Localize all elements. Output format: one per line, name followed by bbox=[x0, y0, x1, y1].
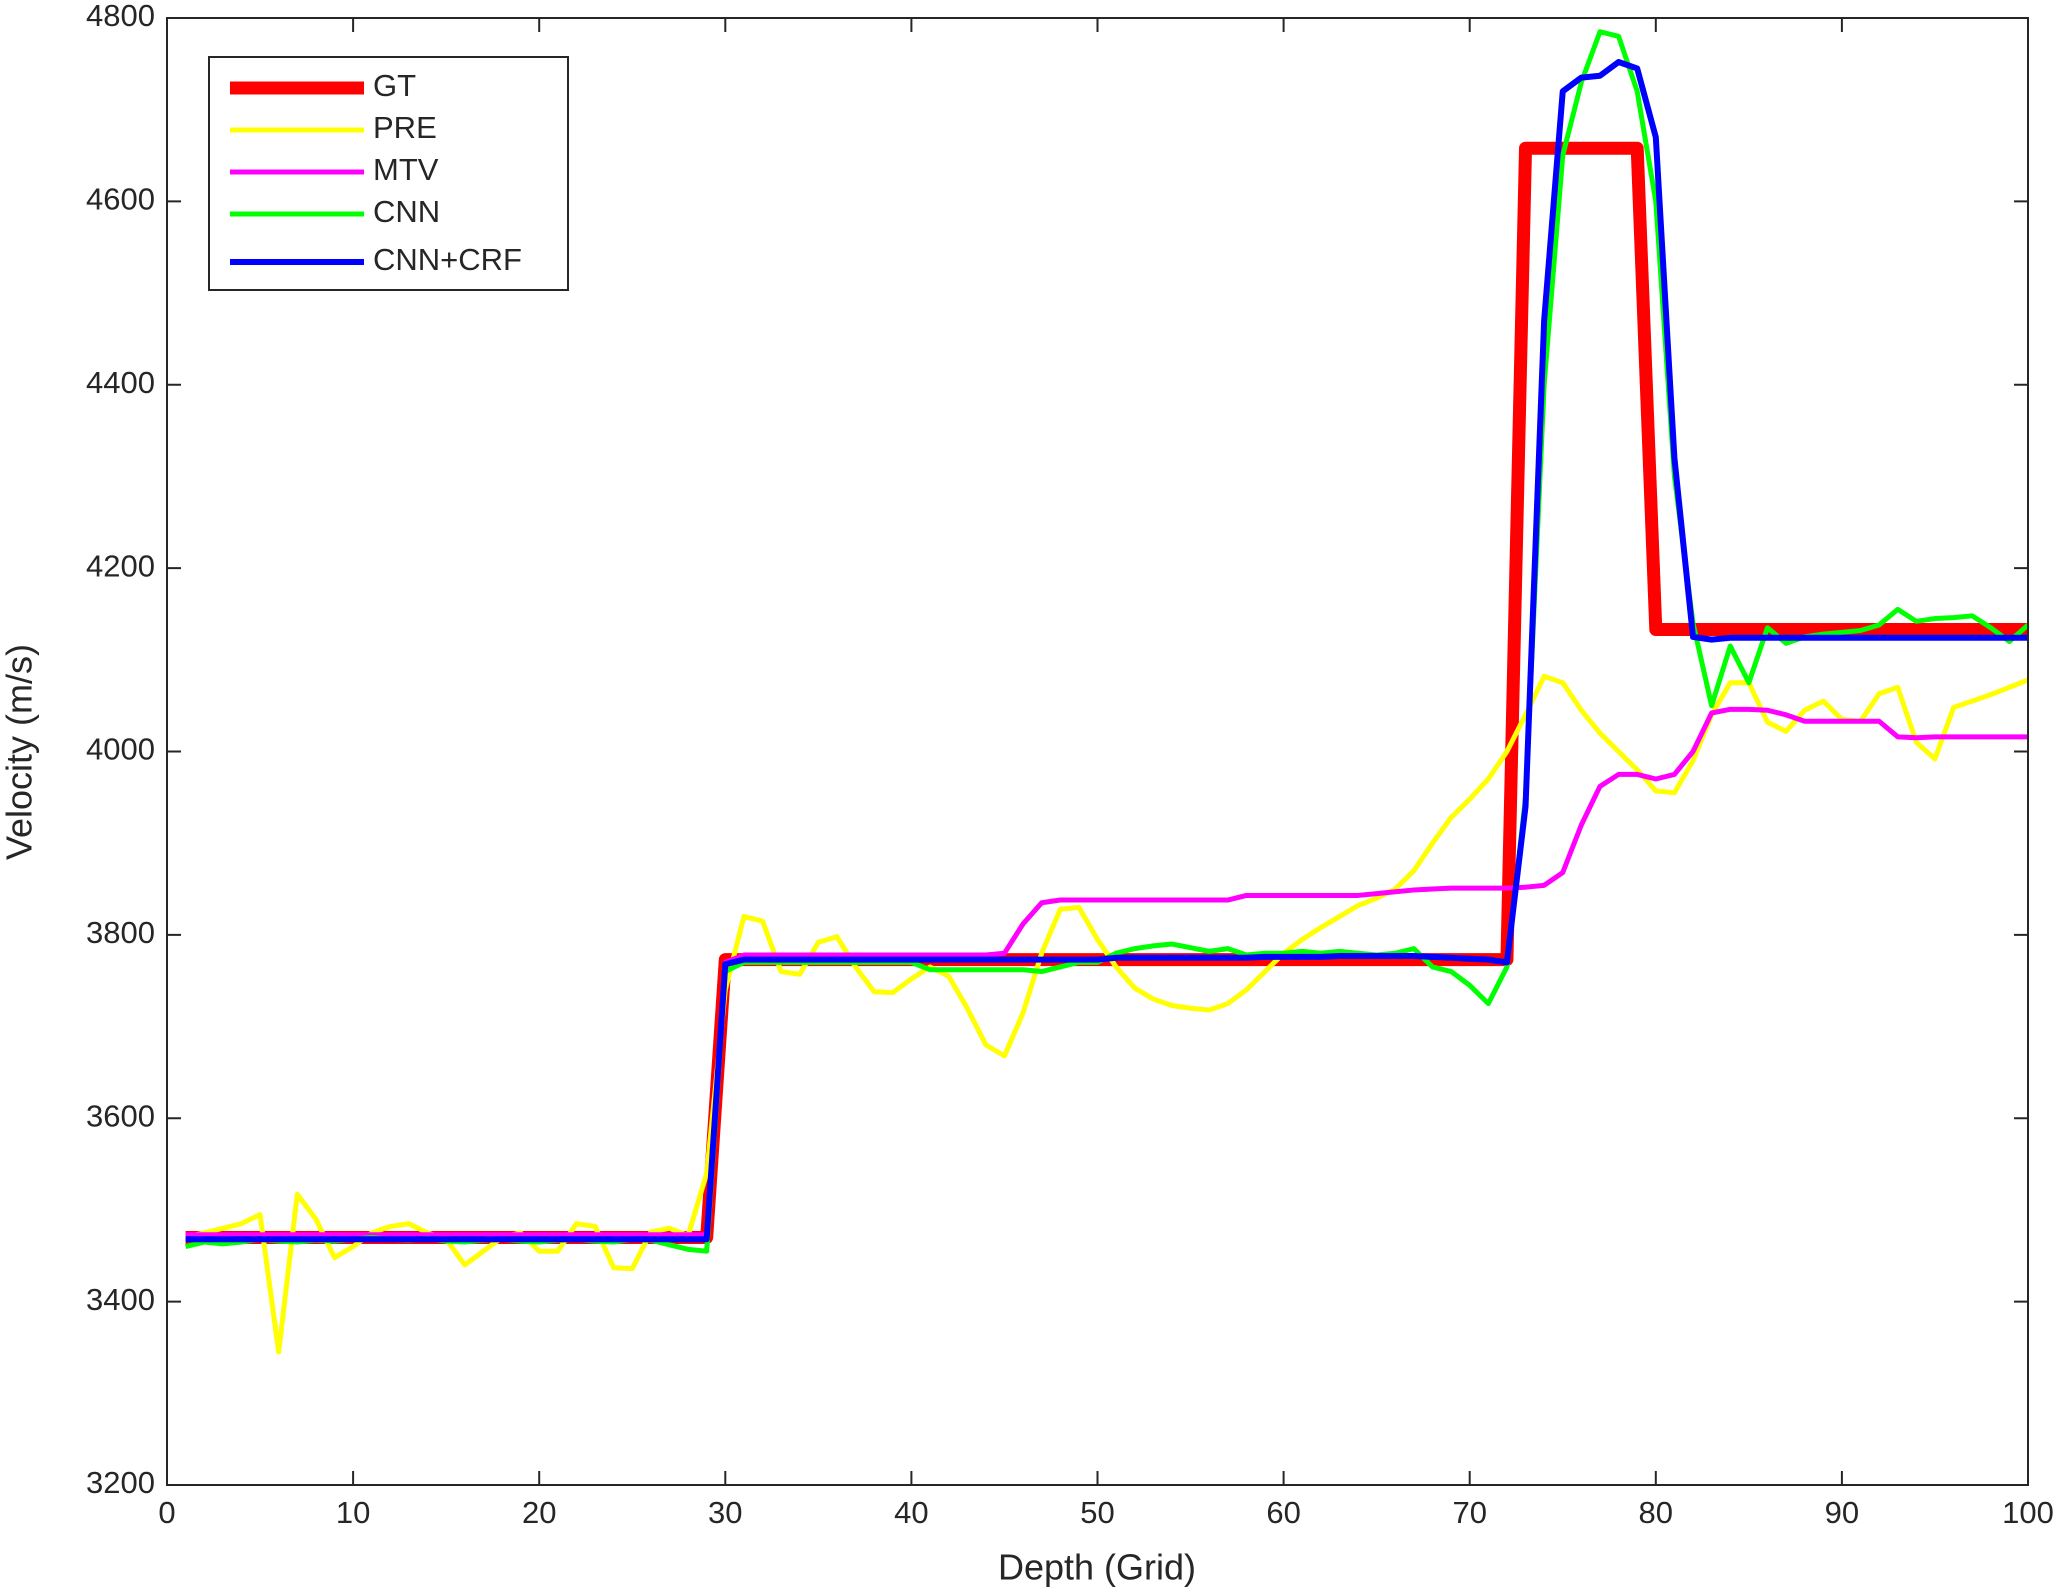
x-tick-label: 10 bbox=[336, 1495, 370, 1530]
series-line bbox=[185, 59, 2028, 1243]
y-tick-label: 3200 bbox=[86, 1465, 155, 1500]
x-tick-label: 70 bbox=[1452, 1495, 1486, 1530]
y-tick-label: 4600 bbox=[86, 182, 155, 217]
legend-label: PRE bbox=[373, 110, 437, 145]
series-line bbox=[185, 706, 2028, 1238]
legend-label: CNN bbox=[373, 194, 440, 229]
legend-label: GT bbox=[373, 68, 416, 103]
legend-label: CNN+CRF bbox=[373, 242, 522, 277]
x-tick-label: 50 bbox=[1080, 1495, 1114, 1530]
x-tick-label: 100 bbox=[2002, 1495, 2054, 1530]
x-tick-label: 40 bbox=[894, 1495, 928, 1530]
x-tick-label: 30 bbox=[708, 1495, 742, 1530]
y-tick-label: 4800 bbox=[86, 0, 155, 33]
legend-label: MTV bbox=[373, 152, 439, 187]
y-tick-label: 4200 bbox=[86, 548, 155, 583]
y-tick-label: 3800 bbox=[86, 915, 155, 950]
x-tick-label: 90 bbox=[1825, 1495, 1859, 1530]
x-tick-label: 80 bbox=[1639, 1495, 1673, 1530]
x-tick-label: 0 bbox=[158, 1495, 175, 1530]
axes-frame bbox=[166, 17, 2029, 1486]
x-axis-title: Depth (Grid) bbox=[998, 1547, 1196, 1588]
y-tick-label: 3400 bbox=[86, 1282, 155, 1317]
series-line bbox=[185, 673, 2029, 1355]
y-tick-label: 3600 bbox=[86, 1098, 155, 1133]
x-tick-label: 20 bbox=[522, 1495, 556, 1530]
y-axis-title: Velocity (m/s) bbox=[0, 644, 40, 860]
x-tick-label: 60 bbox=[1266, 1495, 1300, 1530]
y-tick-label: 4400 bbox=[86, 365, 155, 400]
y-tick-label: 4000 bbox=[86, 732, 155, 767]
